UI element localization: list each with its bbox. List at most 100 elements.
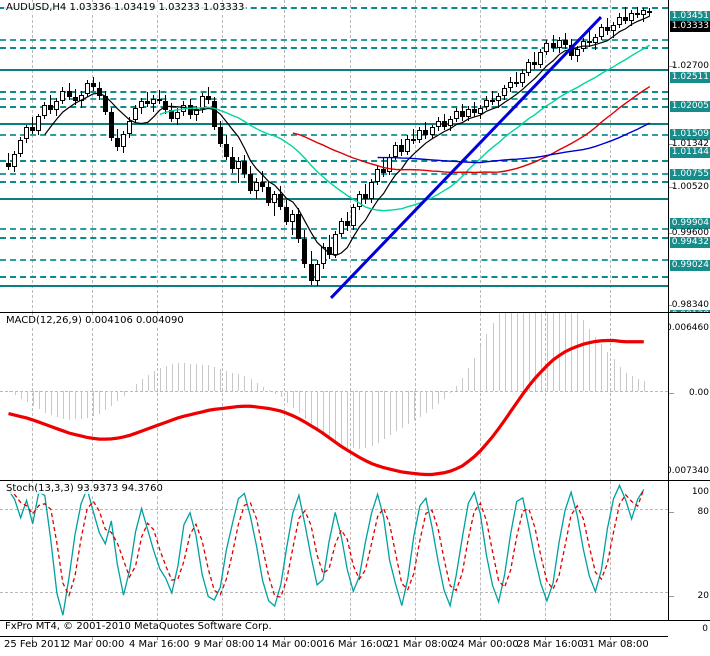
candle-wick	[492, 91, 493, 105]
candlestick	[127, 0, 132, 312]
candle-body	[417, 130, 423, 141]
stochastic-plot-area[interactable]	[0, 481, 668, 621]
macd-histogram-bar	[534, 313, 536, 392]
time-axis-label: 9 Mar 08:00	[194, 639, 255, 650]
price-panel-divider	[0, 312, 710, 313]
candlestick	[550, 0, 556, 312]
candle-body	[127, 120, 132, 135]
macd-histogram-bar	[8, 391, 10, 393]
price-tick-mark	[669, 66, 674, 67]
macd-histogram-bar	[135, 384, 137, 392]
price-level-line	[0, 97, 668, 100]
time-axis-label: 24 Mar 00:00	[452, 639, 519, 650]
candlestick	[248, 0, 253, 312]
vertical-gridline	[222, 481, 223, 621]
candle-body	[502, 87, 508, 97]
macd-histogram-bar	[516, 313, 518, 392]
candlestick	[199, 0, 205, 312]
time-axis-frame	[0, 636, 668, 637]
macd-histogram-bar	[280, 391, 282, 398]
macd-histogram-bar	[377, 391, 379, 443]
stochastic-panel[interactable]: 100 80 20 Stoch(13,3,3) 93.9373 94.3760	[0, 481, 710, 621]
candlestick	[508, 0, 514, 312]
candle-body	[121, 134, 126, 148]
vertical-gridline	[222, 313, 223, 481]
price-plot-area[interactable]	[0, 0, 668, 313]
candlestick	[223, 0, 229, 312]
macd-histogram-bar	[577, 313, 579, 392]
candle-body	[623, 16, 629, 21]
macd-histogram-bar	[159, 368, 161, 392]
vertical-gridline	[284, 313, 285, 481]
price-tick-mark	[669, 233, 674, 234]
macd-histogram-bar	[607, 351, 609, 392]
candlestick	[84, 0, 90, 312]
candlestick	[66, 0, 72, 312]
time-axis-label: 28 Mar 16:00	[517, 639, 584, 650]
candle-body	[647, 11, 653, 14]
vertical-gridline	[415, 313, 416, 481]
candlestick	[350, 0, 356, 312]
candle-wick	[32, 117, 34, 135]
candle-body	[163, 100, 169, 110]
macd-histogram-bar	[486, 334, 488, 392]
price-panel-legend: AUDUSD,H4 1.03336 1.03419 1.03233 1.0333…	[4, 2, 247, 13]
candle-wick	[159, 90, 161, 104]
time-axis-tick	[415, 636, 416, 640]
vertical-gridline	[415, 481, 416, 621]
scale-frame	[668, 481, 669, 620]
time-axis-label: 2 Mar 00:00	[64, 639, 125, 650]
price-scale[interactable]: 1.03451 1.03333 1.02700 1.02511 1.02005 1.015…	[668, 0, 710, 313]
candlestick	[629, 0, 635, 312]
candle-body	[483, 99, 489, 108]
candlestick	[72, 0, 78, 312]
candlestick	[526, 0, 532, 312]
candle-body	[241, 161, 247, 175]
candle-body	[453, 110, 459, 119]
candle-body	[12, 153, 18, 167]
candlestick	[538, 0, 544, 312]
price-level-line	[0, 106, 668, 109]
macd-panel[interactable]: 0.006460 0.00 -0.007340 MACD(12,26,9) 0.00…	[0, 313, 710, 481]
candle-body	[471, 109, 477, 114]
macd-plot-area[interactable]	[0, 313, 668, 481]
stochastic-level-80	[0, 508, 668, 510]
stochastic-legend: Stoch(13,3,3) 93.9373 94.3760	[4, 483, 165, 494]
time-axis-label: 14 Mar 00:00	[256, 639, 323, 650]
macd-scale[interactable]: 0.006460 0.00 -0.007340	[668, 313, 710, 481]
candlestick	[241, 0, 247, 312]
stochastic-scale[interactable]: 100 80 20	[668, 481, 710, 621]
candlestick	[60, 0, 66, 312]
candle-wick	[516, 71, 518, 87]
macd-histogram-bar	[244, 376, 246, 392]
price-chart-panel[interactable]: 1.03451 1.03333 1.02700 1.02511 1.02005 1.015…	[0, 0, 710, 313]
candle-body	[139, 101, 145, 109]
time-axis[interactable]: 25 Feb 2011 2 Mar 00:00 4 Mar 16:00 9 Mar 0…	[0, 636, 668, 656]
candle-body	[18, 139, 24, 154]
macd-histogram-bar	[50, 391, 52, 416]
candle-body	[441, 120, 447, 127]
price-level-line	[0, 47, 668, 50]
macd-histogram-bar	[631, 376, 633, 392]
candlestick	[18, 0, 24, 312]
candlestick	[356, 0, 362, 312]
scale-frame	[668, 0, 669, 312]
macd-histogram-bar	[438, 391, 440, 404]
price-level-line	[0, 227, 668, 230]
time-axis-label: 21 Mar 08:00	[387, 639, 454, 650]
candle-body	[24, 127, 30, 140]
price-level-line	[0, 198, 668, 201]
scale-frame	[668, 313, 669, 480]
candlestick	[133, 0, 139, 312]
candle-wick	[207, 86, 209, 104]
macd-histogram-bar	[111, 391, 113, 406]
price-level-line	[0, 6, 668, 9]
stochastic-k-line	[7, 483, 645, 616]
candle-body	[290, 214, 296, 222]
time-axis-tick	[350, 636, 351, 640]
macd-histogram-bar	[298, 391, 300, 414]
vertical-gridline	[32, 481, 33, 621]
candlestick	[205, 0, 211, 312]
candle-body	[54, 100, 60, 110]
